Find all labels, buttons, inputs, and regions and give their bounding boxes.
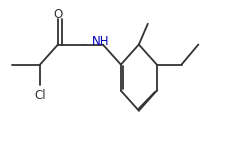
Text: O: O <box>53 8 62 21</box>
Text: Cl: Cl <box>34 88 46 102</box>
Text: NH: NH <box>91 35 109 48</box>
